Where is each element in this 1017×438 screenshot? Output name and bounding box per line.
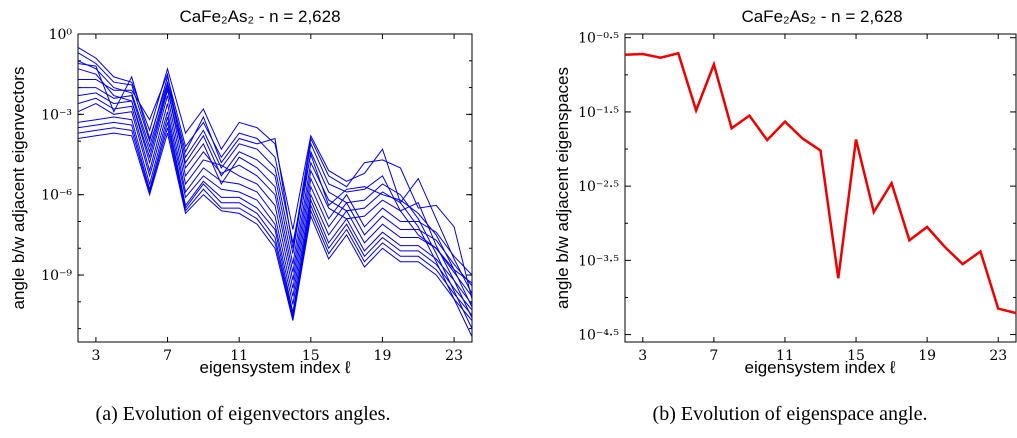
chart-b-x-tick-label: 3 xyxy=(638,348,647,364)
chart-b-series-group xyxy=(624,51,1017,315)
chart-a-series-line-4 xyxy=(77,68,473,329)
chart-a-series-line-8 xyxy=(77,97,473,297)
chart-a-y-axis-label: angle b/w adjacent eigenvectors xyxy=(9,67,28,310)
chart-b-x-tick-label: 15 xyxy=(847,348,865,364)
chart-a-y-tick-label: 10⁻³ xyxy=(41,107,72,123)
chart-b-x-axis-label: eigensystem index ℓ xyxy=(744,358,896,377)
chart-a-series-line-13 xyxy=(77,132,473,321)
chart-b-x-tick-label: 11 xyxy=(776,348,794,364)
chart-a-x-tick-label: 19 xyxy=(374,348,392,364)
chart-a-x-axis-label: eigensystem index ℓ xyxy=(199,358,351,377)
chart-a-series-line-5 xyxy=(78,72,473,337)
chart-a-y-tick-label: 10⁻⁹ xyxy=(41,268,72,284)
chart-a-caption: (a) Evolution of eigenvectors angles. xyxy=(96,403,391,425)
chart-a-series-line-7 xyxy=(77,92,473,289)
chart-a-x-tick-label: 11 xyxy=(230,348,248,364)
chart-a-series-group xyxy=(77,46,473,337)
chart-a-plot-frame xyxy=(77,33,473,343)
chart-a-y-tick-label: 10⁻⁶ xyxy=(41,188,72,204)
chart-a-series-line-12 xyxy=(77,127,473,319)
chart-b-series-line-1 xyxy=(624,51,1017,315)
chart-b-y-tick-label: 10⁻⁴·⁵ xyxy=(578,328,619,344)
chart-a-series-line-3 xyxy=(77,60,473,319)
chart-b-y-tick-label: 10⁻¹·⁵ xyxy=(578,105,619,121)
chart-a-x-tick-label: 7 xyxy=(163,348,172,364)
chart-b-ticks: 3 7 11 15 19 23 10⁻⁰·⁵ 10⁻¹·⁵ 10⁻²·⁵ 10⁻³·⁵ 10⁻⁴·⁵ xyxy=(578,31,1016,364)
chart-a-series-line-9 xyxy=(77,103,473,305)
chart-b-plot-frame xyxy=(624,33,1017,343)
chart-b-y-axis-label: angle b/w adjacent eigenspaces xyxy=(553,67,572,309)
chart-b-x-tick-label: 23 xyxy=(989,348,1007,364)
chart-a-series-line-6 xyxy=(78,87,473,284)
chart-b: CaFe₂As₂ - n = 2,628 3 7 11 15 19 23 10⁻⁰·⁵ 10⁻… xyxy=(553,7,1017,425)
chart-b-x-tick-label: 19 xyxy=(918,348,936,364)
chart-a-series-line-11 xyxy=(77,121,473,316)
chart-a-series-line-2 xyxy=(77,52,473,308)
chart-a-title: CaFe₂As₂ - n = 2,628 xyxy=(179,7,340,26)
chart-a-series-line-14 xyxy=(77,63,473,300)
chart-a-x-tick-label: 15 xyxy=(302,348,320,364)
chart-b-x-tick-label: 7 xyxy=(709,348,718,364)
chart-a-y-tick-label: 10⁰ xyxy=(49,27,73,43)
chart-b-caption: (b) Evolution of eigenspace angle. xyxy=(653,403,928,425)
chart-a-ticks: 3 7 11 15 19 23 10⁰ 10⁻³ 10⁻⁶ 10⁻⁹ xyxy=(41,27,472,364)
chart-a-x-tick-label: 3 xyxy=(91,348,100,364)
chart-a-x-tick-label: 23 xyxy=(445,348,463,364)
chart-b-y-tick-label: 10⁻⁰·⁵ xyxy=(578,31,619,47)
chart-a-series-line-10 xyxy=(77,116,473,313)
chart-b-title: CaFe₂As₂ - n = 2,628 xyxy=(741,7,902,26)
chart-a: CaFe₂As₂ - n = 2,628 3 7 11 15 19 23 10⁰ 10⁻³ 10… xyxy=(9,7,473,425)
chart-b-y-tick-label: 10⁻²·⁵ xyxy=(578,179,619,195)
chart-a-series-line-1 xyxy=(77,46,473,295)
chart-b-y-tick-label: 10⁻³·⁵ xyxy=(578,253,619,269)
